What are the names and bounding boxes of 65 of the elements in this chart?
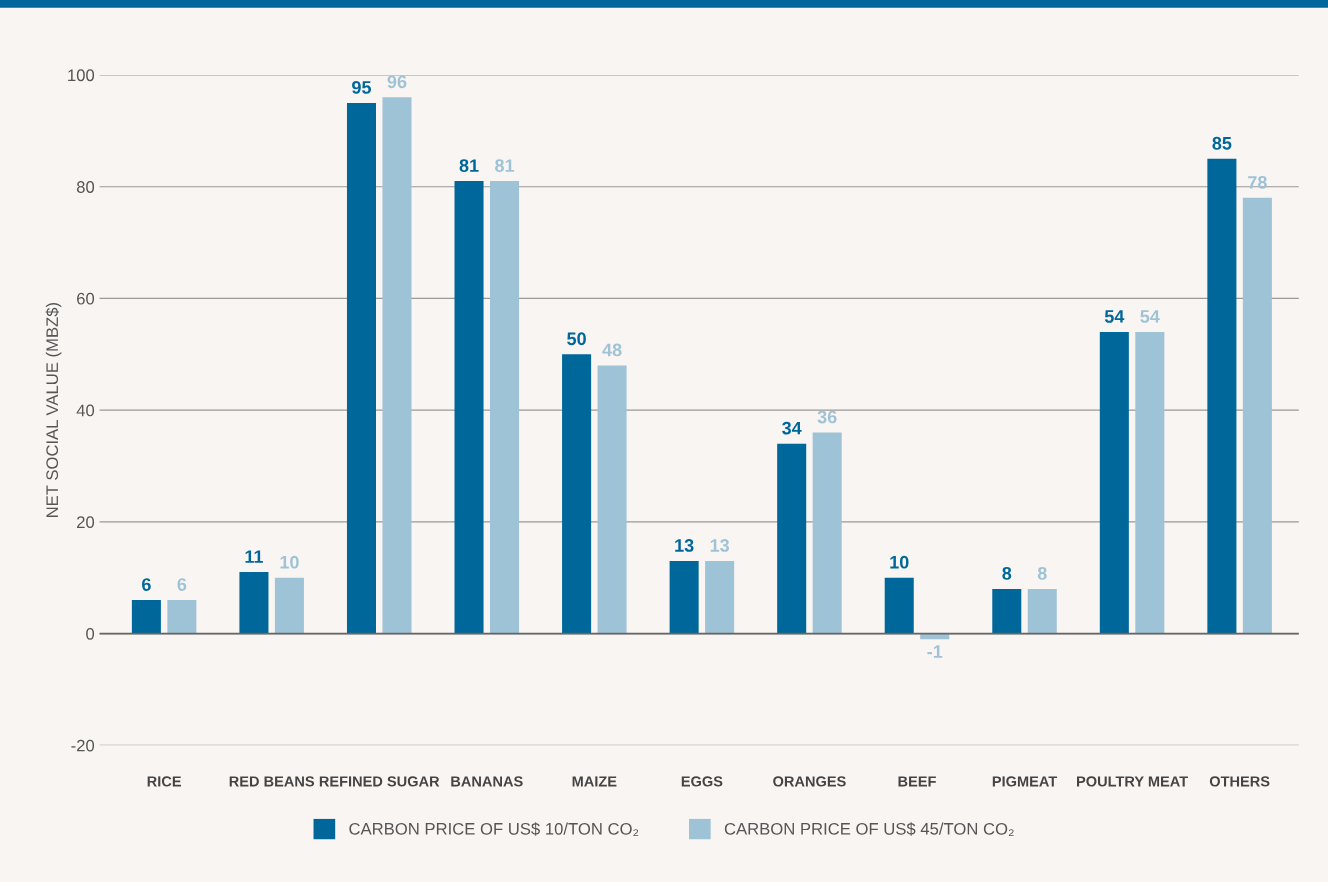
bar — [920, 633, 950, 640]
bar — [669, 560, 699, 634]
bar — [1099, 331, 1129, 634]
data-label: 54 — [1140, 310, 1160, 323]
data-label: 6 — [177, 578, 187, 591]
x-tick-label: RED BEANS — [229, 776, 315, 787]
bar — [1135, 331, 1165, 634]
data-label: 81 — [459, 159, 479, 172]
data-label: 95 — [352, 80, 372, 94]
y-axis-title: NET SOCIAL VALUE (MBZ$) — [45, 302, 62, 517]
x-tick-label: ORANGES — [773, 776, 846, 787]
data-label: 8 — [1002, 566, 1012, 580]
x-tick-label: OTHERS — [1209, 776, 1270, 787]
bar — [597, 365, 627, 634]
data-label: 48 — [602, 343, 622, 357]
data-label: -1 — [927, 645, 943, 658]
data-label: 50 — [567, 332, 586, 346]
bar — [1027, 588, 1057, 634]
x-tick-label: EGGS — [681, 776, 723, 787]
y-tick-label: 100 — [68, 69, 95, 82]
data-label: 10 — [890, 555, 909, 569]
bar — [274, 577, 304, 634]
bar — [131, 600, 161, 634]
data-label: 8 — [1037, 566, 1047, 580]
bar — [1242, 197, 1272, 634]
x-tick-label: REFINED SUGAR — [319, 776, 440, 787]
x-tick-label: BANANAS — [451, 776, 523, 787]
bar — [562, 354, 592, 634]
data-label: 10 — [280, 555, 299, 569]
data-label: 96 — [387, 75, 407, 89]
y-tick-label: 20 — [77, 516, 95, 529]
x-tick-label: PIGMEAT — [992, 776, 1058, 787]
x-tick-label: BEEF — [898, 776, 936, 787]
x-tick-label: POULTRY MEAT — [1077, 776, 1188, 787]
bar — [777, 443, 807, 634]
legend-label: CARBON PRICE OF US$ 10/TON CO₂ — [349, 822, 639, 836]
bar — [454, 181, 484, 634]
data-label: 34 — [782, 421, 802, 435]
bar — [346, 102, 376, 634]
x-tick-label: RICE — [147, 776, 181, 787]
y-tick-label: -20 — [71, 739, 95, 752]
bar — [382, 97, 412, 634]
data-label: 36 — [817, 410, 837, 424]
legend-label: CARBON PRICE OF US$ 45/TON CO₂ — [724, 822, 1014, 836]
y-tick-label: 40 — [76, 404, 95, 417]
bar — [812, 432, 842, 634]
y-tick-label: 60 — [77, 292, 95, 305]
data-label: 85 — [1212, 136, 1232, 150]
bar — [167, 600, 197, 634]
bar — [239, 572, 269, 634]
bar — [992, 588, 1022, 634]
data-label: 13 — [710, 539, 730, 552]
data-label: 6 — [142, 578, 151, 591]
data-label: 54 — [1104, 310, 1125, 323]
bar — [490, 181, 520, 634]
y-tick-label: 0 — [86, 627, 95, 640]
data-label: 13 — [675, 539, 694, 552]
x-tick-label: MAIZE — [572, 776, 617, 787]
data-label: 11 — [245, 550, 263, 563]
y-tick-label: 80 — [76, 181, 95, 193]
data-label: 78 — [1248, 175, 1267, 189]
bar — [884, 577, 914, 634]
bar — [705, 560, 735, 634]
data-label: 81 — [495, 159, 515, 172]
bar — [1207, 158, 1237, 634]
